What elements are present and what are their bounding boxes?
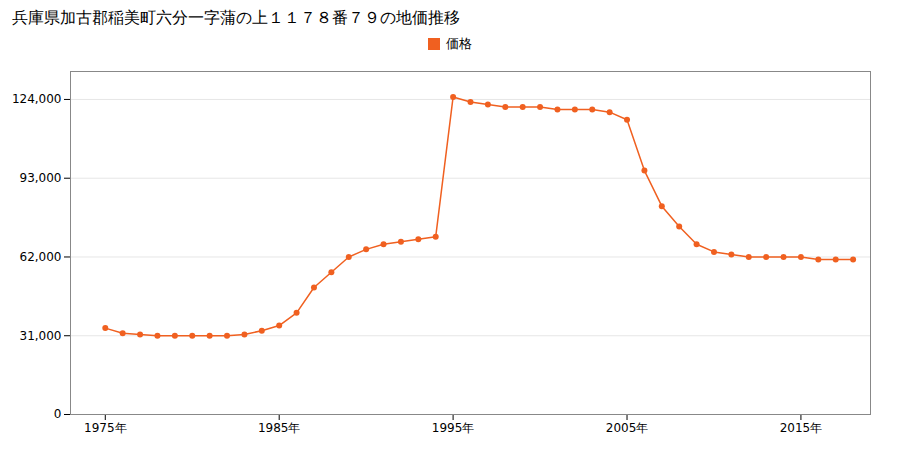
svg-text:124,000: 124,000 bbox=[12, 92, 62, 106]
svg-text:2015年: 2015年 bbox=[780, 421, 823, 435]
html-text:価格: 価格 bbox=[446, 36, 472, 51]
svg-text:31,000: 31,000 bbox=[20, 329, 62, 343]
svg-text:0: 0 bbox=[54, 407, 62, 421]
svg-text:2005年: 2005年 bbox=[606, 421, 649, 435]
svg-text:62,000: 62,000 bbox=[20, 250, 62, 264]
svg-text:1975年: 1975年 bbox=[84, 421, 127, 435]
svg-text:1995年: 1995年 bbox=[432, 421, 475, 435]
svg-text:1985年: 1985年 bbox=[258, 421, 301, 435]
svg-text:93,000: 93,000 bbox=[20, 171, 62, 185]
html-text:兵庫県加古郡稲美町六分一字蒲の上１１７８番７９の地価推移: 兵庫県加古郡稲美町六分一字蒲の上１１７８番７９の地価推移 bbox=[12, 8, 460, 27]
